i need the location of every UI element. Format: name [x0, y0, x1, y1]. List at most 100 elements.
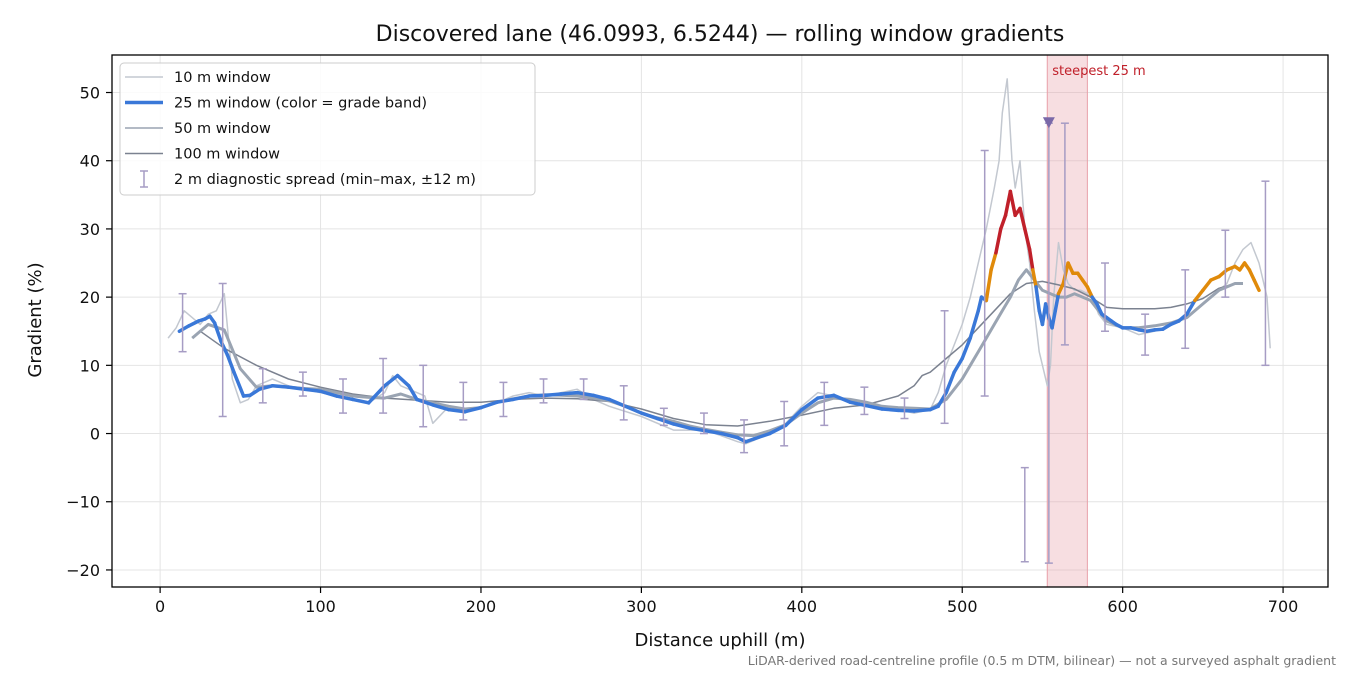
series-25m-segment: [607, 397, 628, 409]
series-lines: [167, 78, 1271, 445]
series-25m-segment: [1185, 298, 1197, 316]
series-25m-segment: [816, 393, 836, 400]
x-tick-label: 300: [626, 597, 657, 616]
series-25m-segment: [212, 321, 223, 344]
series-25m-segment: [248, 387, 262, 398]
series-25m-segment: [832, 393, 852, 404]
legend-label-w25: 25 m window (color = grade band): [174, 96, 427, 112]
series-25m-segment: [864, 403, 884, 411]
footnote: LiDAR-derived road-centreline profile (0…: [748, 653, 1336, 668]
series-25m-segment: [431, 403, 451, 412]
series-25m-segment: [952, 356, 964, 374]
series-25m-segment: [395, 373, 411, 388]
series-25m-segment: [1008, 189, 1017, 218]
x-tick-label: 400: [787, 597, 818, 616]
x-tick-label: 200: [466, 597, 497, 616]
series-25m-segment: [1066, 261, 1075, 276]
x-tick-label: 0: [155, 597, 165, 616]
series-25m-segment: [559, 390, 579, 396]
series-25m-segment: [1201, 278, 1213, 293]
y-axis-label: Gradient (%): [25, 262, 46, 377]
series-25m-segment: [1061, 261, 1070, 286]
series-25m-segment: [511, 394, 531, 402]
y-tick-label: 20: [80, 288, 100, 307]
y-tick-label: −10: [66, 493, 100, 512]
series-25m-segment: [989, 251, 998, 272]
series-25m-segment: [960, 336, 973, 361]
series-25m-segment: [896, 408, 916, 413]
steepest-label: steepest 25 m: [1052, 64, 1145, 79]
series-25m-segment: [1031, 268, 1038, 289]
series-25m-segment: [1085, 285, 1094, 299]
x-axis-label: Distance uphill (m): [635, 630, 806, 651]
series-25m-segment: [415, 397, 435, 407]
legend-label-err: 2 m diagnostic spread (min–max, ±12 m): [174, 172, 476, 188]
series-25m-segment: [407, 384, 419, 402]
legend-box: [119, 62, 536, 196]
axes: [111, 54, 1329, 588]
series-25m-segment: [784, 407, 804, 428]
series-25m-segment: [1056, 281, 1066, 296]
series-25m-segment: [463, 405, 483, 414]
legend: 10 m window 25 m window (color = grade ba…: [119, 62, 536, 196]
x-tick-label: 500: [947, 597, 978, 616]
series-25m-segment: [984, 268, 993, 303]
x-tick-label: 600: [1107, 597, 1138, 616]
series-25m-segment: [1027, 247, 1035, 272]
steepest-highlight: steepest 25 m: [1046, 54, 1146, 588]
errorbars: [178, 117, 1270, 564]
series-25m-segment: [687, 426, 708, 433]
series-25m-segment: [1095, 302, 1104, 316]
series-25m-segment: [302, 387, 323, 394]
series-25m-segment: [1193, 288, 1205, 303]
chart-title: Discovered lane (46.0993, 6.5244) — roll…: [376, 22, 1065, 47]
series-25m-segment: [366, 384, 387, 405]
series-25m-segment: [968, 309, 981, 340]
series-25m-segment: [912, 407, 932, 413]
x-tick-label: 100: [305, 597, 336, 616]
series-25m-segment: [751, 431, 772, 441]
series-25m-segment: [719, 431, 740, 440]
series-25m-segment: [1050, 309, 1058, 330]
series-25m-segment: [495, 397, 515, 404]
series-25m-segment: [286, 385, 307, 391]
series-25m-segment: [1023, 227, 1032, 252]
series-25m-segment: [1018, 206, 1027, 231]
series-25m-segment: [1034, 285, 1041, 313]
series-25m-segment: [479, 400, 499, 410]
series-25m-segment: [527, 393, 547, 398]
series-25m-segment: [187, 319, 201, 328]
series-25m-segment: [1247, 268, 1256, 282]
series-25m-segment: [976, 295, 984, 313]
plot-frame: [111, 54, 1329, 588]
series-25m-segment: [880, 407, 900, 413]
y-tick-label: 50: [80, 84, 100, 103]
series-25m-segment: [177, 324, 191, 333]
series-25m-segment: [350, 397, 371, 405]
legend-label-w10: 10 m window: [174, 70, 271, 86]
series-25m-segment: [703, 429, 724, 436]
series-25m-segment: [655, 416, 676, 426]
y-tick-label: 30: [80, 220, 100, 239]
series-25m-segment: [270, 384, 291, 389]
series-25m-segment: [543, 392, 563, 398]
series-25m-segment: [848, 400, 868, 408]
series-25m-segment: [318, 389, 339, 398]
series-25m-segment: [1053, 291, 1061, 313]
series-25m-segment: [1252, 278, 1261, 293]
series-25m-segment: [671, 422, 692, 430]
series-25m-segment: [623, 404, 644, 415]
y-tick-label: 0: [90, 425, 100, 444]
series-25m-segment: [225, 353, 236, 374]
legend-label-w100: 100 m window: [174, 147, 280, 163]
series-25m-segment: [800, 396, 820, 412]
series-25m-segment: [767, 423, 788, 436]
series-100m-line: [199, 280, 1243, 427]
series-25m-segment: [382, 373, 400, 388]
x-tick-label: 700: [1268, 597, 1299, 616]
series-25m-segment: [998, 213, 1008, 231]
series-25m-segment: [447, 407, 467, 414]
legend-label-w50: 50 m window: [174, 121, 271, 137]
series-25m-segment: [639, 411, 660, 421]
y-tick-label: 10: [80, 356, 100, 375]
